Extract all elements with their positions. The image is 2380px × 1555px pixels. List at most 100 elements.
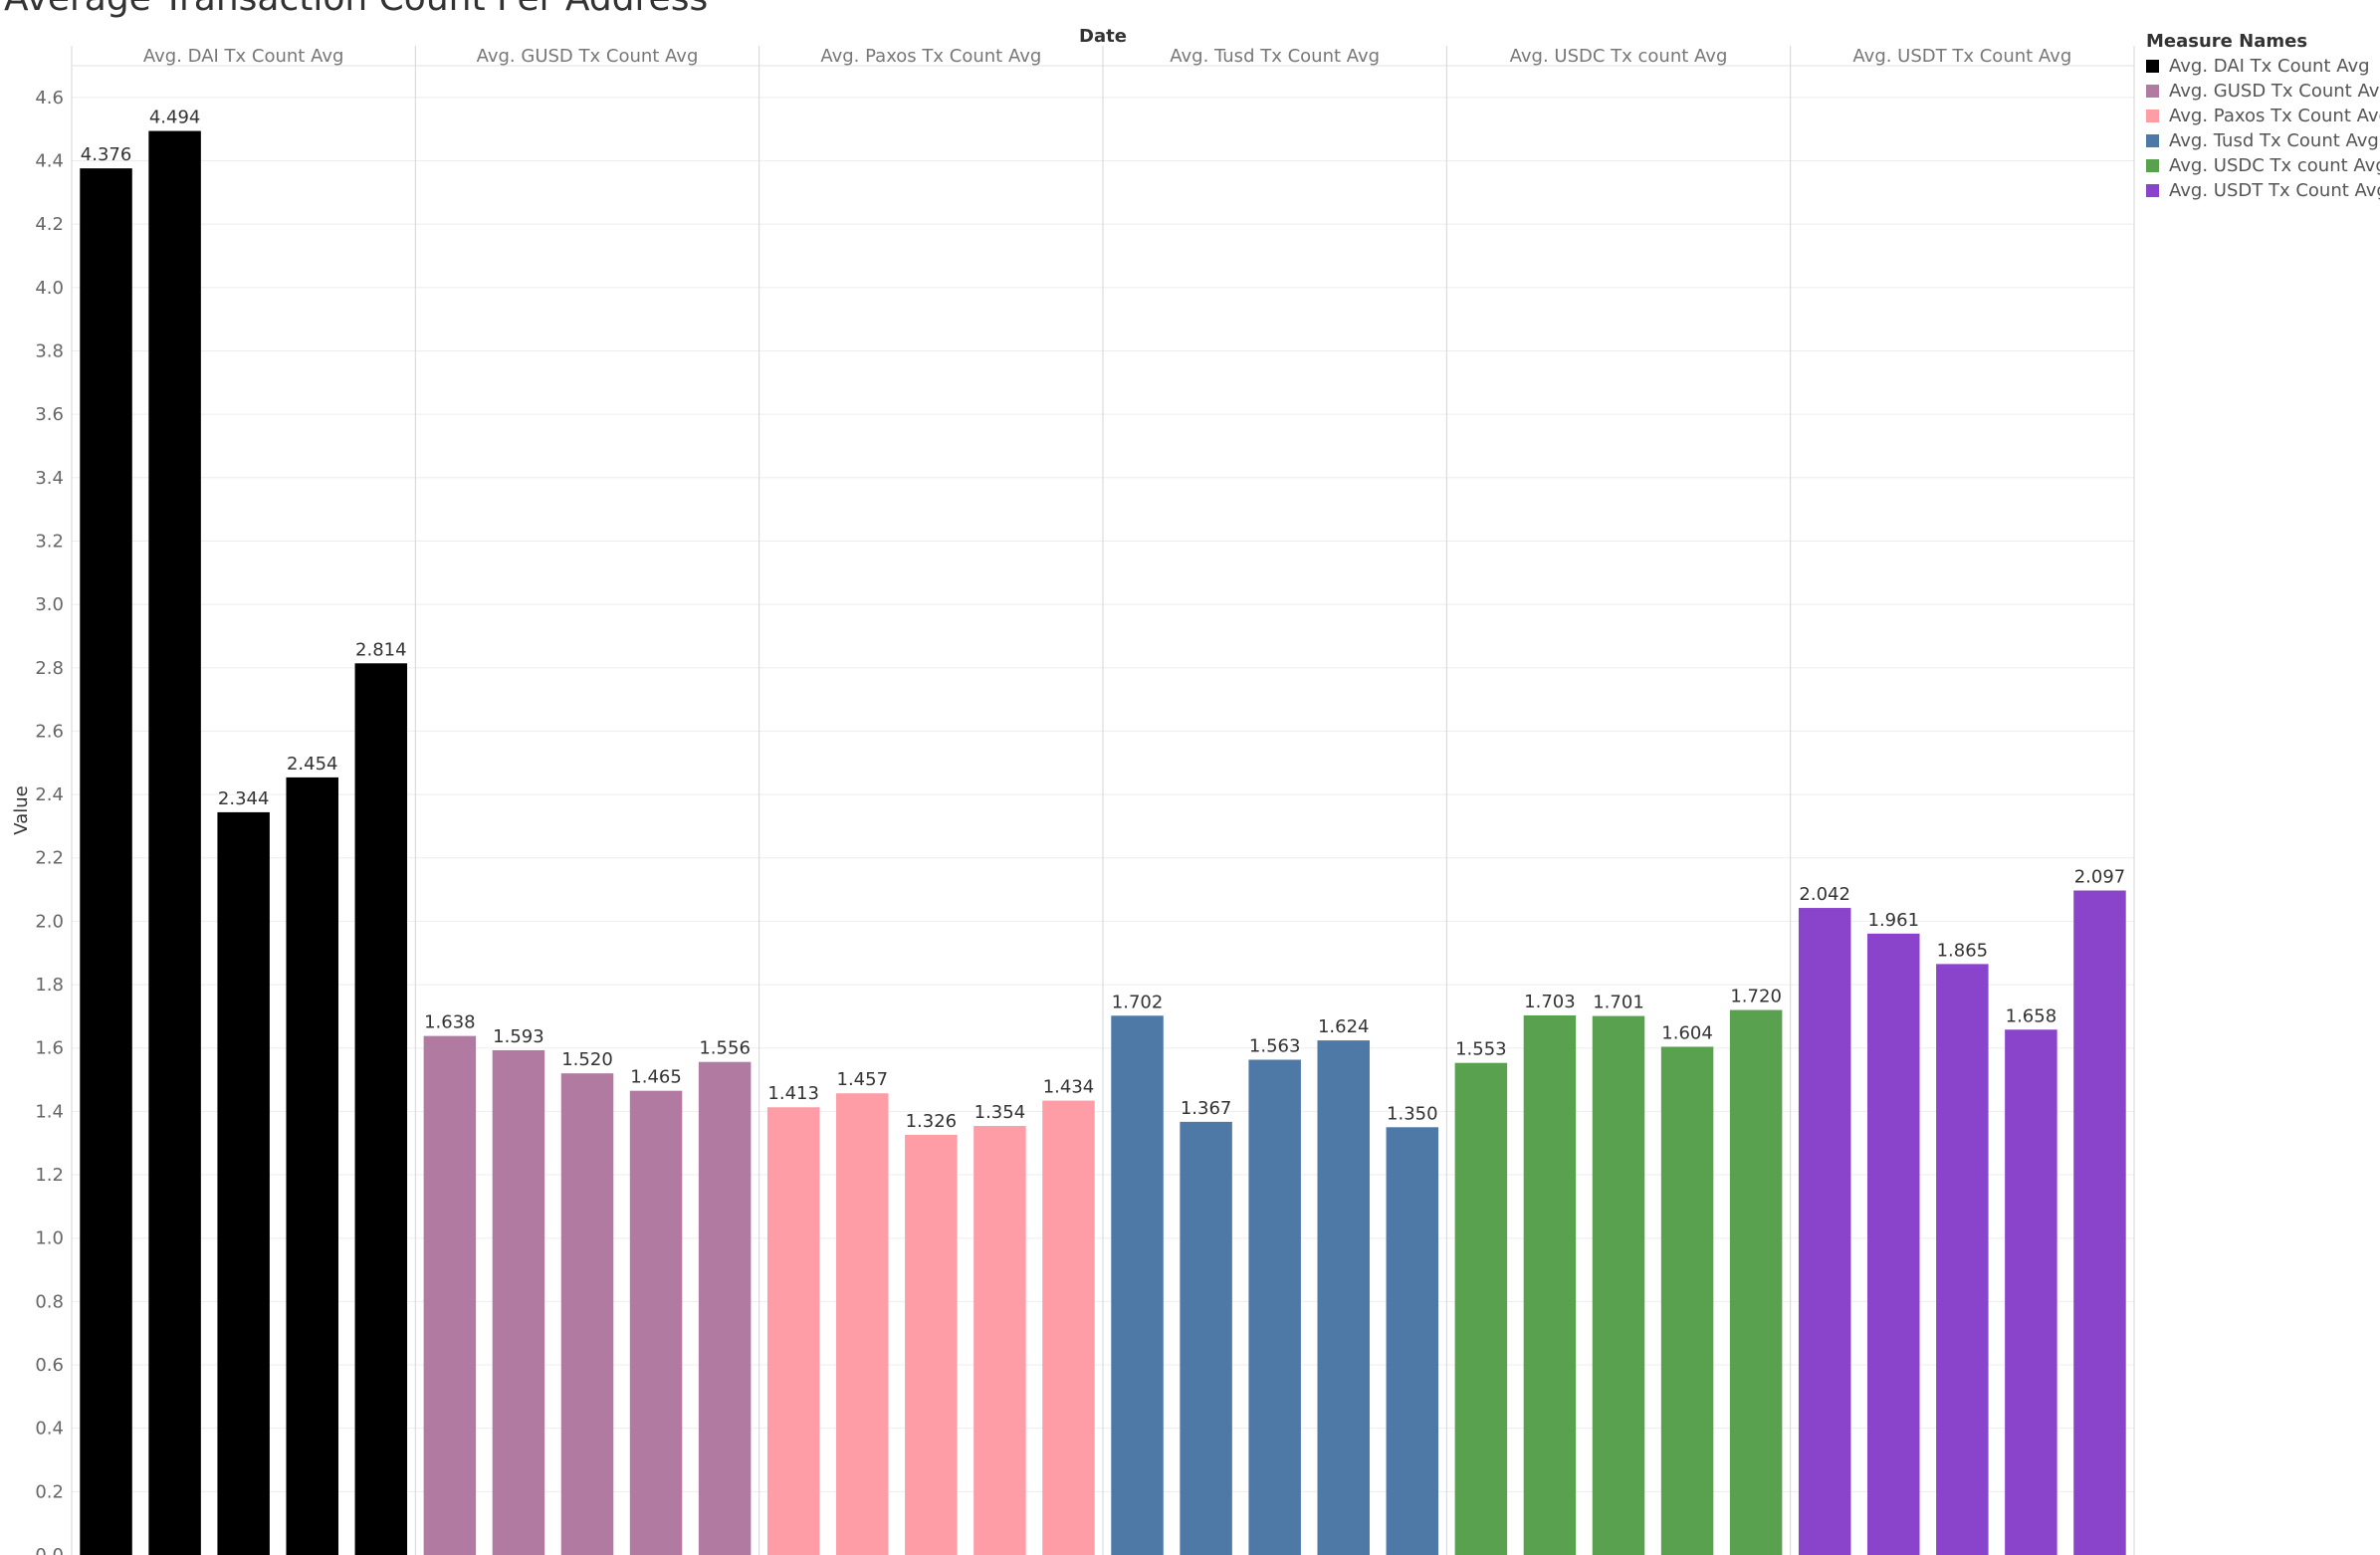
column-header-title: Date [1079,26,1127,47]
y-tick-label: 0.4 [35,1419,64,1440]
bar-value-label: 1.658 [2006,1005,2057,1026]
bar-value-label: 1.350 [1387,1103,1438,1124]
y-tick-label: 0.0 [35,1545,64,1555]
bar [2073,890,2126,1555]
bar-value-label: 1.520 [561,1049,613,1070]
bar-value-label: 2.814 [355,639,407,660]
bar-value-label: 1.465 [630,1067,682,1088]
y-tick-label: 3.2 [35,531,64,552]
legend-title: Measure Names [2146,31,2308,52]
legend-items: Avg. DAI Tx Count Avg Avg. GUSD Tx Count … [2146,54,2380,203]
legend-label: Avg. DAI Tx Count Avg [2169,56,2370,77]
bar-value-label: 1.701 [1593,993,1644,1013]
bar-value-label: 1.413 [767,1083,819,1104]
legend-swatch [2146,85,2159,98]
panel-header: Avg. GUSD Tx Count Avg [477,46,699,67]
y-tick-label: 0.2 [35,1481,64,1502]
bar-value-label: 2.454 [287,754,338,775]
bar-value-label: 1.720 [1730,987,1782,1007]
legend: Measure Names Avg. DAI Tx Count Avg Avg. … [2146,30,2380,203]
y-tick-label: 4.4 [35,150,64,171]
bar-value-label: 4.376 [81,144,132,165]
bar-chart: 0.0 0.2 0.4 0.6 0.8 1.0 1.2 1.4 1.6 1.8 2.0 2.2 2.4 2… [11,26,2135,1555]
y-tick-label: 1.0 [35,1228,64,1249]
bar [354,663,408,1555]
bar-value-label: 4.494 [149,108,201,128]
y-tick-label: 1.8 [35,975,64,996]
bar [1042,1100,1095,1555]
bar-value-label: 1.593 [493,1026,544,1047]
bar-value-label: 1.553 [1455,1039,1507,1060]
bar-value-label: 1.865 [1937,940,1989,961]
bar [905,1134,958,1555]
bar [1111,1015,1164,1555]
bar-value-label: 2.042 [1799,884,1850,905]
bar [1386,1127,1439,1555]
bar-value-label: 1.702 [1112,992,1164,1012]
bar [974,1126,1026,1555]
bar-value-label: 1.703 [1524,992,1576,1012]
bar-value-label: 1.457 [837,1069,889,1090]
y-tick-label: 3.4 [35,468,64,489]
legend-swatch [2146,110,2159,122]
legend-swatch [2146,134,2159,147]
bar-value-label: 1.563 [1249,1036,1301,1057]
bar-value-label: 1.556 [699,1038,751,1059]
y-tick-label: 1.2 [35,1165,64,1186]
panel-header: Avg. Tusd Tx Count Avg [1170,46,1380,67]
bar [1180,1121,1232,1555]
panel-header: Avg. USDC Tx count Avg [1510,46,1728,67]
y-tick-label: 4.0 [35,278,64,299]
bar [148,130,201,1555]
legend-swatch [2146,159,2159,172]
legend-item[interactable]: Avg. USDC Tx count Avg [2146,153,2380,178]
bar [217,811,270,1555]
legend-item[interactable]: Avg. GUSD Tx Count Avg [2146,79,2380,104]
legend-item[interactable]: Avg. DAI Tx Count Avg [2146,54,2377,79]
legend-item[interactable]: Avg. USDT Tx Count Avg [2146,178,2380,203]
bar-value-label: 2.097 [2074,867,2126,888]
y-tick-label: 3.0 [35,594,64,615]
bar [80,168,132,1555]
y-tick-label: 1.6 [35,1038,64,1059]
y-tick-label: 2.2 [35,848,64,869]
bar [1660,1046,1714,1555]
legend-item[interactable]: Avg. Tusd Tx Count Avg [2146,128,2379,153]
y-tick-label: 2.8 [35,658,64,679]
bar [1867,933,1920,1555]
bar-value-label: 1.624 [1318,1016,1370,1037]
bar [1936,964,1989,1555]
legend-label: Avg. GUSD Tx Count Avg [2169,81,2380,102]
bar [836,1093,889,1555]
y-axis-label: Value [11,785,32,834]
legend-swatch [2146,184,2159,197]
bar [560,1073,614,1555]
bar [698,1061,752,1555]
legend-item[interactable]: Avg. Paxos Tx Count Avg [2146,104,2380,128]
legend-label: Avg. Tusd Tx Count Avg [2169,130,2379,151]
bar [766,1107,820,1555]
panel-header: Avg. USDT Tx Count Avg [1852,46,2071,67]
y-tick-label: 1.4 [35,1101,64,1122]
bar [2005,1029,2057,1555]
bar-value-label: 1.354 [974,1102,1026,1123]
bar [1592,1015,1645,1555]
y-tick-label: 3.8 [35,340,64,361]
legend-label: Avg. USDC Tx count Avg [2169,155,2380,176]
bar-value-label: 1.961 [1868,910,1920,931]
bar-value-label: 1.367 [1181,1098,1232,1119]
bar [1317,1040,1370,1555]
y-tick-label: 2.6 [35,721,64,742]
bar [1454,1062,1508,1555]
y-tick-label: 4.6 [35,88,64,109]
bar [1729,1009,1783,1555]
bar-value-label: 1.638 [424,1012,476,1033]
bar-value-label: 1.326 [906,1111,958,1132]
bar [1523,1014,1577,1555]
bar [1798,908,1851,1555]
bar [1248,1059,1301,1555]
y-tick-label: 0.6 [35,1355,64,1376]
bar [286,777,338,1555]
y-tick-label: 0.8 [35,1291,64,1312]
bar-value-label: 2.344 [218,788,270,809]
